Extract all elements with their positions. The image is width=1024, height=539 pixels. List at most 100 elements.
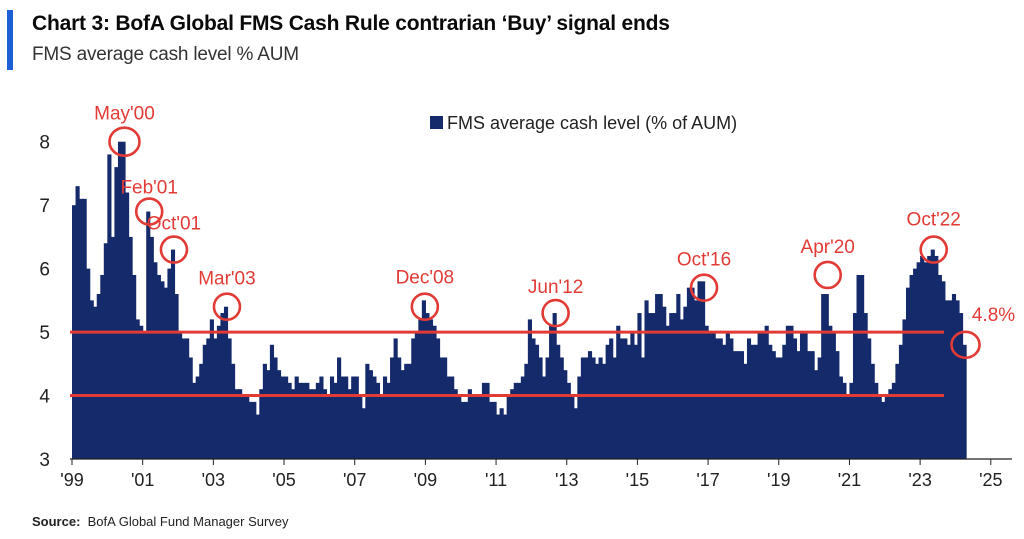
bar — [782, 344, 787, 459]
bar — [602, 363, 607, 459]
bar — [640, 357, 646, 459]
bar — [291, 389, 296, 459]
x-tick-label: '17 — [696, 470, 719, 490]
bar — [941, 281, 946, 459]
bar — [852, 313, 858, 459]
bar — [185, 338, 190, 459]
bar — [322, 389, 328, 459]
bar — [460, 401, 465, 459]
bar — [513, 382, 518, 459]
bar — [213, 338, 218, 459]
bar — [948, 300, 953, 459]
bar — [156, 274, 161, 459]
bar — [552, 313, 557, 459]
bar — [605, 344, 610, 459]
bar — [375, 382, 381, 459]
annotation-circle — [919, 235, 949, 264]
bar — [715, 338, 720, 459]
bar — [510, 389, 515, 459]
bar — [139, 325, 144, 459]
bar — [259, 389, 264, 459]
bar — [609, 338, 614, 459]
bar — [195, 376, 200, 459]
bar — [223, 306, 229, 459]
bar — [284, 376, 289, 459]
bar — [252, 401, 257, 459]
bar — [658, 294, 663, 459]
bar — [789, 325, 794, 459]
bar — [683, 306, 688, 459]
bar — [418, 319, 423, 459]
x-tick-label: '01 — [131, 470, 154, 490]
bar — [732, 351, 737, 459]
bar — [549, 325, 554, 459]
bar — [616, 325, 621, 459]
bar — [838, 376, 843, 459]
bar — [669, 313, 674, 459]
bar — [333, 382, 338, 459]
bar — [750, 344, 755, 459]
y-tick-label: 7 — [39, 196, 50, 217]
bar — [814, 370, 819, 459]
bar — [648, 313, 653, 459]
bar — [951, 294, 957, 459]
bar — [167, 268, 172, 459]
bar — [319, 376, 324, 459]
bar — [937, 274, 942, 459]
bar — [125, 192, 130, 460]
bar — [220, 313, 225, 459]
source-note: Source: BofA Global Fund Manager Survey — [32, 514, 289, 529]
bar — [796, 351, 801, 459]
bar — [587, 351, 593, 459]
bar — [676, 294, 681, 459]
bar — [404, 363, 409, 459]
bar — [662, 306, 667, 459]
bar — [382, 376, 388, 459]
annotation-circle — [541, 298, 570, 328]
bar — [729, 338, 734, 459]
bar — [107, 154, 112, 460]
bar — [860, 274, 865, 459]
bar — [701, 281, 706, 459]
bar — [580, 357, 585, 459]
bar — [365, 363, 370, 459]
chart-title: Chart 3: BofA Global FMS Cash Rule contr… — [32, 12, 670, 35]
source-text: BofA Global Fund Manager Survey — [87, 514, 289, 529]
bar — [672, 313, 677, 459]
bar — [768, 344, 773, 459]
bar — [481, 382, 487, 459]
bar — [485, 382, 490, 459]
bar — [379, 395, 384, 459]
bar — [775, 357, 780, 459]
bar — [556, 344, 561, 459]
annotation-label: May'00 — [94, 104, 155, 125]
bar — [792, 338, 798, 459]
x-tick-label: '99 — [60, 470, 83, 490]
bar — [849, 382, 854, 459]
bar — [958, 313, 964, 459]
bar — [453, 389, 458, 459]
bar — [326, 395, 331, 459]
bar — [199, 363, 204, 459]
bar — [181, 338, 186, 459]
bar — [934, 255, 939, 459]
bar — [927, 255, 932, 459]
x-tick-label: '05 — [272, 470, 295, 490]
bar — [679, 319, 684, 459]
bar — [188, 357, 193, 459]
y-tick-label: 3 — [39, 450, 50, 471]
bar — [428, 319, 434, 459]
bar — [916, 262, 921, 459]
bar — [517, 382, 522, 459]
bar — [75, 186, 80, 459]
bar — [877, 395, 882, 459]
bar — [923, 262, 928, 459]
bar — [209, 319, 214, 459]
bar — [496, 414, 501, 459]
bar — [96, 294, 101, 459]
bar — [665, 325, 670, 459]
bar — [655, 294, 660, 459]
bar — [824, 294, 829, 459]
bar — [227, 338, 232, 459]
